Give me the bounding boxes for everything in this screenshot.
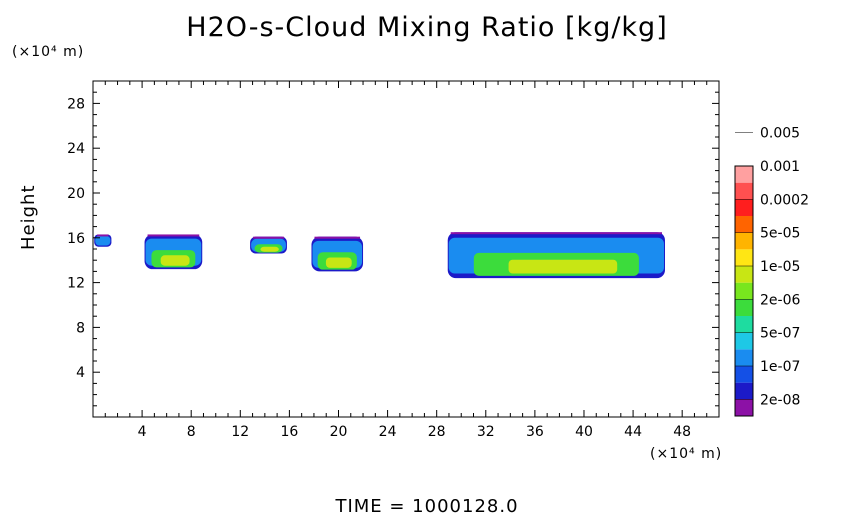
time-label: TIME = 1000128.0 — [335, 496, 519, 517]
colorbar-label: 5e-07 — [760, 326, 800, 342]
colorbar-label: 1e-07 — [760, 359, 800, 375]
y-axis-unit: (×10⁴ m) — [12, 44, 85, 60]
y-tick-label: 8 — [76, 320, 85, 336]
colorbar-segment — [735, 299, 753, 316]
cloud-region-2-layer-peak — [160, 255, 190, 266]
colorbar-label: 2e-06 — [760, 292, 800, 308]
cloud-region-3-layer-peak — [260, 246, 279, 252]
cloud-region-3-top-edge — [253, 236, 284, 239]
chart-title: H2O-s-Cloud Mixing Ratio [kg/kg] — [186, 12, 668, 43]
colorbar-segment — [735, 332, 753, 350]
colorbar-segment — [735, 216, 753, 233]
colorbar-label: 2e-08 — [760, 392, 800, 408]
x-tick-label: 44 — [624, 424, 642, 440]
colorbar-segment — [735, 232, 753, 250]
colorbar-label: 0.005 — [760, 126, 800, 142]
x-tick-label: 36 — [526, 424, 544, 440]
cloud-region-1-layer-mid — [95, 235, 111, 246]
colorbar-segment — [735, 349, 753, 366]
colorbar-segment — [735, 316, 753, 333]
colorbar-segment — [735, 399, 753, 416]
y-tick-label: 20 — [67, 186, 85, 202]
x-tick-label: 8 — [187, 424, 196, 440]
colorbar-segment — [735, 199, 753, 216]
y-tick-label: 24 — [67, 141, 85, 157]
colorbar-segment — [735, 382, 753, 400]
y-tick-label: 12 — [67, 276, 85, 292]
cloud-region-5-layer-peak — [508, 259, 618, 274]
colorbar-label: 1e-05 — [760, 259, 800, 275]
cloud-region-4-layer-peak — [325, 257, 352, 268]
x-tick-label: 24 — [379, 424, 397, 440]
colorbar-segment — [735, 366, 753, 383]
x-tick-label: 16 — [280, 424, 298, 440]
colorbar-segment — [735, 249, 753, 266]
y-tick-label: 16 — [67, 231, 85, 247]
x-tick-label: 32 — [477, 424, 495, 440]
cloud-region-2-top-edge — [147, 234, 200, 237]
colorbar-label: 0.0002 — [760, 192, 809, 208]
x-tick-label: 4 — [138, 424, 147, 440]
x-tick-label: 20 — [330, 424, 348, 440]
x-tick-label: 40 — [575, 424, 593, 440]
x-axis-unit: (×10⁴ m) — [650, 446, 723, 462]
colorbar-label: 5e-05 — [760, 226, 800, 242]
y-tick-label: 28 — [67, 96, 85, 112]
x-tick-label: 48 — [673, 424, 691, 440]
x-tick-label: 28 — [428, 424, 446, 440]
y-tick-label: 4 — [76, 365, 85, 381]
cloud-region-4-top-edge — [314, 236, 361, 239]
colorbar-segment — [735, 282, 753, 300]
colorbar-segment — [735, 182, 753, 200]
colorbar-segment — [735, 266, 753, 283]
colorbar-segment — [735, 166, 753, 183]
colorbar-label: 0.001 — [760, 159, 800, 175]
cloud-region-5-top-edge — [450, 232, 662, 235]
cloud-region-1-top-edge — [97, 234, 109, 237]
x-tick-label: 12 — [231, 424, 249, 440]
